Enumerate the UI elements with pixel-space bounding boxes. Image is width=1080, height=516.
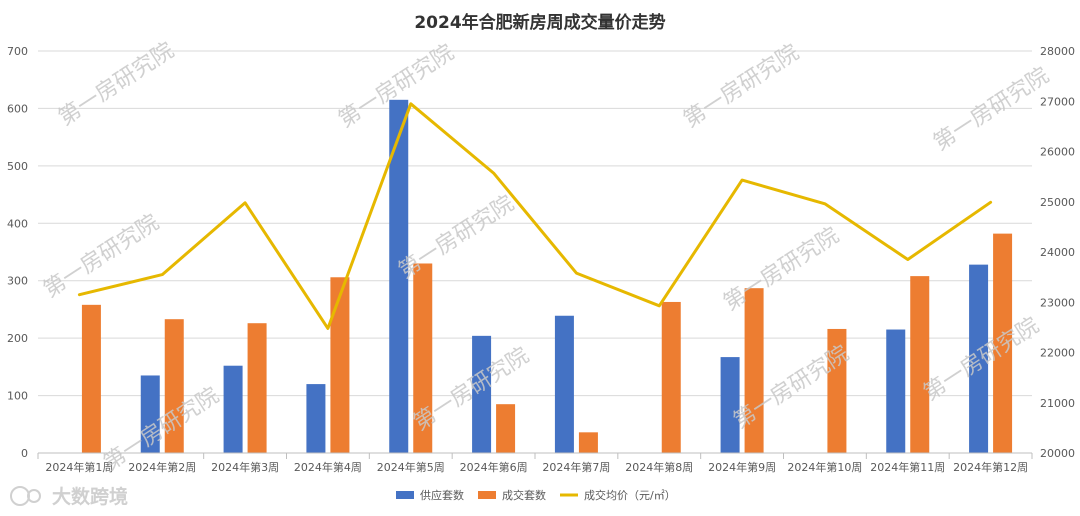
deal-bar <box>744 288 764 453</box>
supply-bar <box>472 335 492 453</box>
y2-tick-label: 20000 <box>1040 447 1075 460</box>
supply-bar <box>886 329 906 453</box>
y-tick-label: 200 <box>7 332 28 345</box>
brand-logo-icon <box>10 486 30 506</box>
left-axis: 0 100 200 300 400 500 600 700 <box>7 45 28 460</box>
supply-bar <box>969 264 989 453</box>
y2-tick-label: 23000 <box>1040 296 1075 309</box>
avg-price-line <box>77 102 993 330</box>
y2-tick-label: 22000 <box>1040 347 1075 360</box>
y2-tick-label: 26000 <box>1040 146 1075 159</box>
legend-label: 成交套数 <box>502 488 546 502</box>
x-axis: 2024年第1周 2024年第2周 2024年第3周 2024年第4周 2024年第5周… <box>37 452 1033 474</box>
y2-tick-label: 27000 <box>1040 95 1075 108</box>
brand-logo-icon-small <box>27 489 41 503</box>
supply-bar <box>140 375 160 453</box>
legend-label: 供应套数 <box>420 488 464 502</box>
supply-bar <box>720 357 740 453</box>
x-tick-label: 2024年第4周 <box>294 460 362 474</box>
x-tick-label: 2024年第6周 <box>460 460 528 474</box>
y-tick-label: 100 <box>7 390 28 403</box>
deal-bar <box>661 301 681 453</box>
x-tick-label: 2024年第10周 <box>787 460 862 474</box>
line-series <box>77 102 993 330</box>
deal-bar <box>81 304 101 453</box>
y-tick-label: 500 <box>7 160 28 173</box>
watermark-text: 第一房研究院 <box>929 63 1053 156</box>
legend: 供应套数 成交套数 成交均价（元/㎡） <box>396 488 676 502</box>
x-tick-label: 2024年第5周 <box>377 460 445 474</box>
y2-tick-label: 28000 <box>1040 45 1075 58</box>
brand-text: 大数跨境 <box>52 485 128 508</box>
y-tick-label: 700 <box>7 45 28 58</box>
x-tick-label: 2024年第9周 <box>708 460 776 474</box>
bar-series <box>81 99 1013 454</box>
y-tick-label: 400 <box>7 217 28 230</box>
x-tick-label: 2024年第7周 <box>542 460 610 474</box>
legend-label: 成交均价（元/㎡） <box>584 488 676 502</box>
watermark-text: 第一房研究院 <box>719 223 843 316</box>
deal-bar <box>330 277 350 453</box>
y-tick-label: 0 <box>21 447 28 460</box>
chart-title: 2024年合肥新房周成交量价走势 <box>414 12 665 33</box>
y2-tick-label: 24000 <box>1040 246 1075 259</box>
deal-bar <box>496 404 516 453</box>
y2-tick-label: 25000 <box>1040 196 1075 209</box>
supply-bar <box>306 384 326 453</box>
watermark-text: 第一房研究院 <box>679 40 803 133</box>
x-tick-label: 2024年第12周 <box>953 460 1028 474</box>
x-tick-label: 2024年第2周 <box>128 460 196 474</box>
x-tick-label: 2024年第3周 <box>211 460 279 474</box>
watermark-text: 第一房研究院 <box>394 191 518 284</box>
deal-bar <box>247 323 267 453</box>
deal-bar <box>164 319 184 453</box>
deal-bar <box>910 276 930 453</box>
y2-tick-label: 21000 <box>1040 397 1075 410</box>
right-axis: 20000 21000 22000 23000 24000 25000 26000 27000… <box>1040 45 1075 460</box>
supply-bar <box>223 365 243 453</box>
legend-swatch <box>396 491 414 499</box>
deal-bar <box>413 263 433 453</box>
supply-bar <box>554 315 574 453</box>
x-tick-label: 2024年第8周 <box>625 460 693 474</box>
y-tick-label: 600 <box>7 102 28 115</box>
brand-logo: 大数跨境 <box>10 485 128 508</box>
deal-bar <box>578 432 598 453</box>
x-tick-label: 2024年第1周 <box>45 460 113 474</box>
y-tick-label: 300 <box>7 275 28 288</box>
deal-bar <box>827 328 847 453</box>
legend-swatch <box>478 491 496 499</box>
watermark-text: 第一房研究院 <box>54 38 178 131</box>
x-tick-label: 2024年第11周 <box>870 460 945 474</box>
deal-bar <box>993 233 1013 453</box>
supply-bar <box>389 99 409 454</box>
